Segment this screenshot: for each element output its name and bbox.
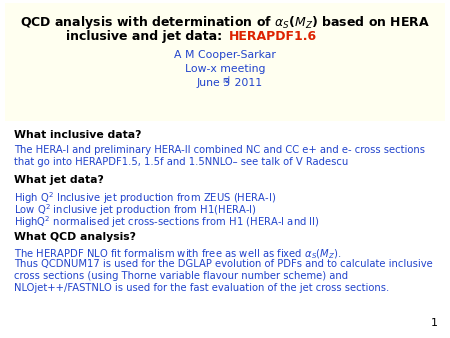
Text: inclusive and jet data:: inclusive and jet data: <box>67 30 225 43</box>
Text: Thus QCDNUM17 is used for the DGLAP evolution of PDFs and to calculate inclusive: Thus QCDNUM17 is used for the DGLAP evol… <box>14 259 433 269</box>
Text: What QCD analysis?: What QCD analysis? <box>14 232 136 242</box>
Text: HighQ$^2$ normalised jet cross-sections from H1 (HERA-I and II): HighQ$^2$ normalised jet cross-sections … <box>14 214 320 230</box>
Text: High Q$^2$ Inclusive jet production from ZEUS (HERA-I): High Q$^2$ Inclusive jet production from… <box>14 190 276 206</box>
Text: What inclusive data?: What inclusive data? <box>14 130 141 140</box>
Text: 1: 1 <box>431 318 438 328</box>
Text: A M Cooper-Sarkar: A M Cooper-Sarkar <box>174 50 276 60</box>
FancyBboxPatch shape <box>5 3 445 121</box>
Text: cross sections (using Thorne variable flavour number scheme) and: cross sections (using Thorne variable fl… <box>14 271 348 281</box>
Text: June 3: June 3 <box>197 78 231 88</box>
Text: rd: rd <box>222 76 230 85</box>
Text: QCD analysis with determination of $\alpha_S$($M_Z$) based on HERA: QCD analysis with determination of $\alp… <box>20 14 430 31</box>
Text: What jet data?: What jet data? <box>14 175 104 185</box>
Text: Low Q$^2$ inclusive jet production from H1(HERA-I): Low Q$^2$ inclusive jet production from … <box>14 202 257 218</box>
Text: Low-x meeting: Low-x meeting <box>185 64 265 74</box>
Text: The HERA-I and preliminary HERA-II combined NC and CC e+ and e- cross sections: The HERA-I and preliminary HERA-II combi… <box>14 145 425 155</box>
Text: HERAPDF1.6: HERAPDF1.6 <box>229 30 317 43</box>
Text: 2011: 2011 <box>231 78 262 88</box>
Text: NLOjet++/FASTNLO is used for the fast evaluation of the jet cross sections.: NLOjet++/FASTNLO is used for the fast ev… <box>14 283 389 293</box>
Text: that go into HERAPDF1.5, 1.5f and 1.5NNLO– see talk of V Radescu: that go into HERAPDF1.5, 1.5f and 1.5NNL… <box>14 157 348 167</box>
Text: The HERAPDF NLO fit formalism with free as well as fixed $\alpha_S$($M_Z$).: The HERAPDF NLO fit formalism with free … <box>14 247 342 261</box>
